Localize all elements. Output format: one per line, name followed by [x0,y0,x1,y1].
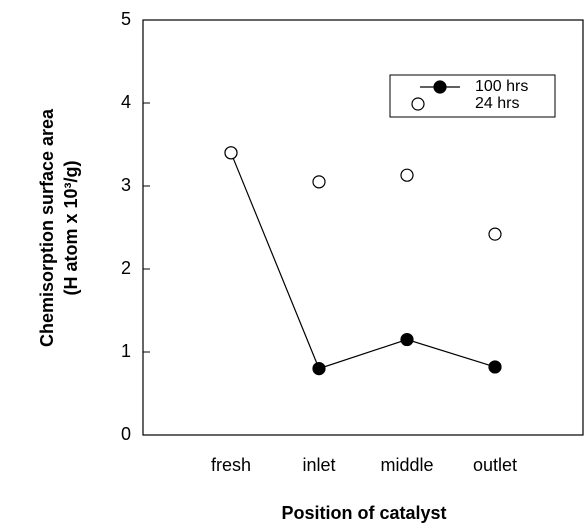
y-tick-label: 3 [121,175,131,195]
data-point [312,175,326,189]
data-point [488,360,502,374]
x-tick-label: middle [380,455,433,475]
y-tick-label: 5 [121,9,131,29]
data-point [224,146,238,160]
y-axis-label: (H atom x 10³/g) [61,160,81,295]
legend-marker [411,97,425,111]
data-point [400,168,414,182]
x-tick-label: outlet [473,455,517,475]
legend-marker [433,80,447,94]
data-point [488,227,502,241]
y-axis-label: Chemisorption surface area [37,108,57,347]
y-tick-label: 4 [121,92,131,112]
y-tick-label: 0 [121,424,131,444]
y-tick-label: 1 [121,341,131,361]
data-point [312,362,326,376]
plot-frame [142,19,584,436]
y-tick-label: 2 [121,258,131,278]
x-tick-label: inlet [302,455,335,475]
series-line [230,152,496,370]
legend-label: 24 hrs [475,95,519,112]
data-point [400,332,414,347]
x-tick-label: fresh [211,455,251,475]
legend-label: 100 hrs [475,78,528,95]
legend-box [389,74,556,118]
x-axis-label: Position of catalyst [281,503,446,523]
